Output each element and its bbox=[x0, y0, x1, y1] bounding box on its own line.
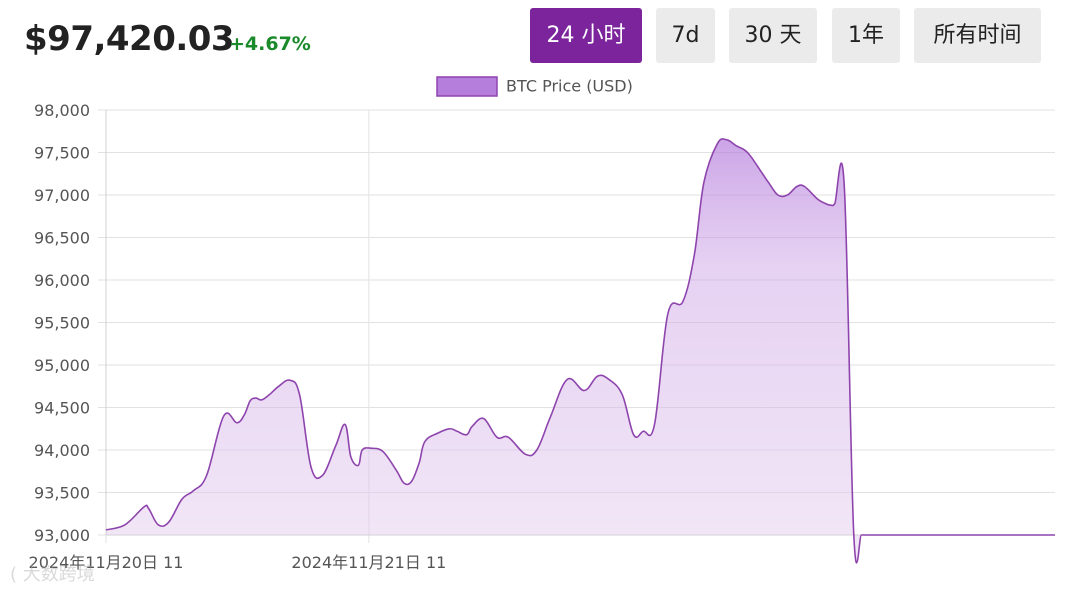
y-tick-label: 98,000 bbox=[34, 101, 90, 120]
y-tick-label: 94,000 bbox=[34, 441, 90, 460]
price-change-percent: +4.67% bbox=[229, 33, 311, 55]
x-tick-label: 2024年11月20日 11 bbox=[29, 553, 184, 572]
range-button-1y[interactable]: 1年 bbox=[832, 8, 900, 63]
range-button-7d[interactable]: 7d bbox=[656, 8, 715, 63]
x-axis: 2024年11月20日 11 2024年11月21日 11 bbox=[29, 553, 447, 572]
legend-swatch[interactable] bbox=[436, 76, 498, 97]
range-button-30d[interactable]: 30 天 bbox=[729, 8, 817, 63]
y-tick-label: 93,000 bbox=[34, 526, 90, 545]
watermark: ( 大数跨境 bbox=[10, 564, 95, 585]
current-price: $97,420.03 bbox=[24, 19, 235, 59]
y-tick-label: 94,500 bbox=[34, 399, 90, 418]
y-tick-label: 96,500 bbox=[34, 229, 90, 248]
y-axis: 98,000 97,500 97,000 96,500 96,000 95,500 95,0… bbox=[34, 101, 90, 545]
y-tick-label: 95,500 bbox=[34, 314, 90, 333]
legend-label: BTC Price (USD) bbox=[506, 77, 633, 96]
range-button-all-time[interactable]: 所有时间 bbox=[914, 8, 1041, 63]
chart-legend[interactable]: BTC Price (USD) bbox=[436, 76, 633, 97]
y-tick-label: 97,500 bbox=[34, 144, 90, 163]
range-button-24h[interactable]: 24 小时 bbox=[530, 8, 642, 63]
y-tick-label: 97,000 bbox=[34, 186, 90, 205]
price-area-fill bbox=[106, 138, 1055, 563]
x-tick-label: 2024年11月21日 11 bbox=[291, 553, 446, 572]
y-tick-label: 93,500 bbox=[34, 484, 90, 503]
y-tick-label: 95,000 bbox=[34, 356, 90, 375]
price-line bbox=[105, 138, 1055, 564]
y-tick-label: 96,000 bbox=[34, 271, 90, 290]
